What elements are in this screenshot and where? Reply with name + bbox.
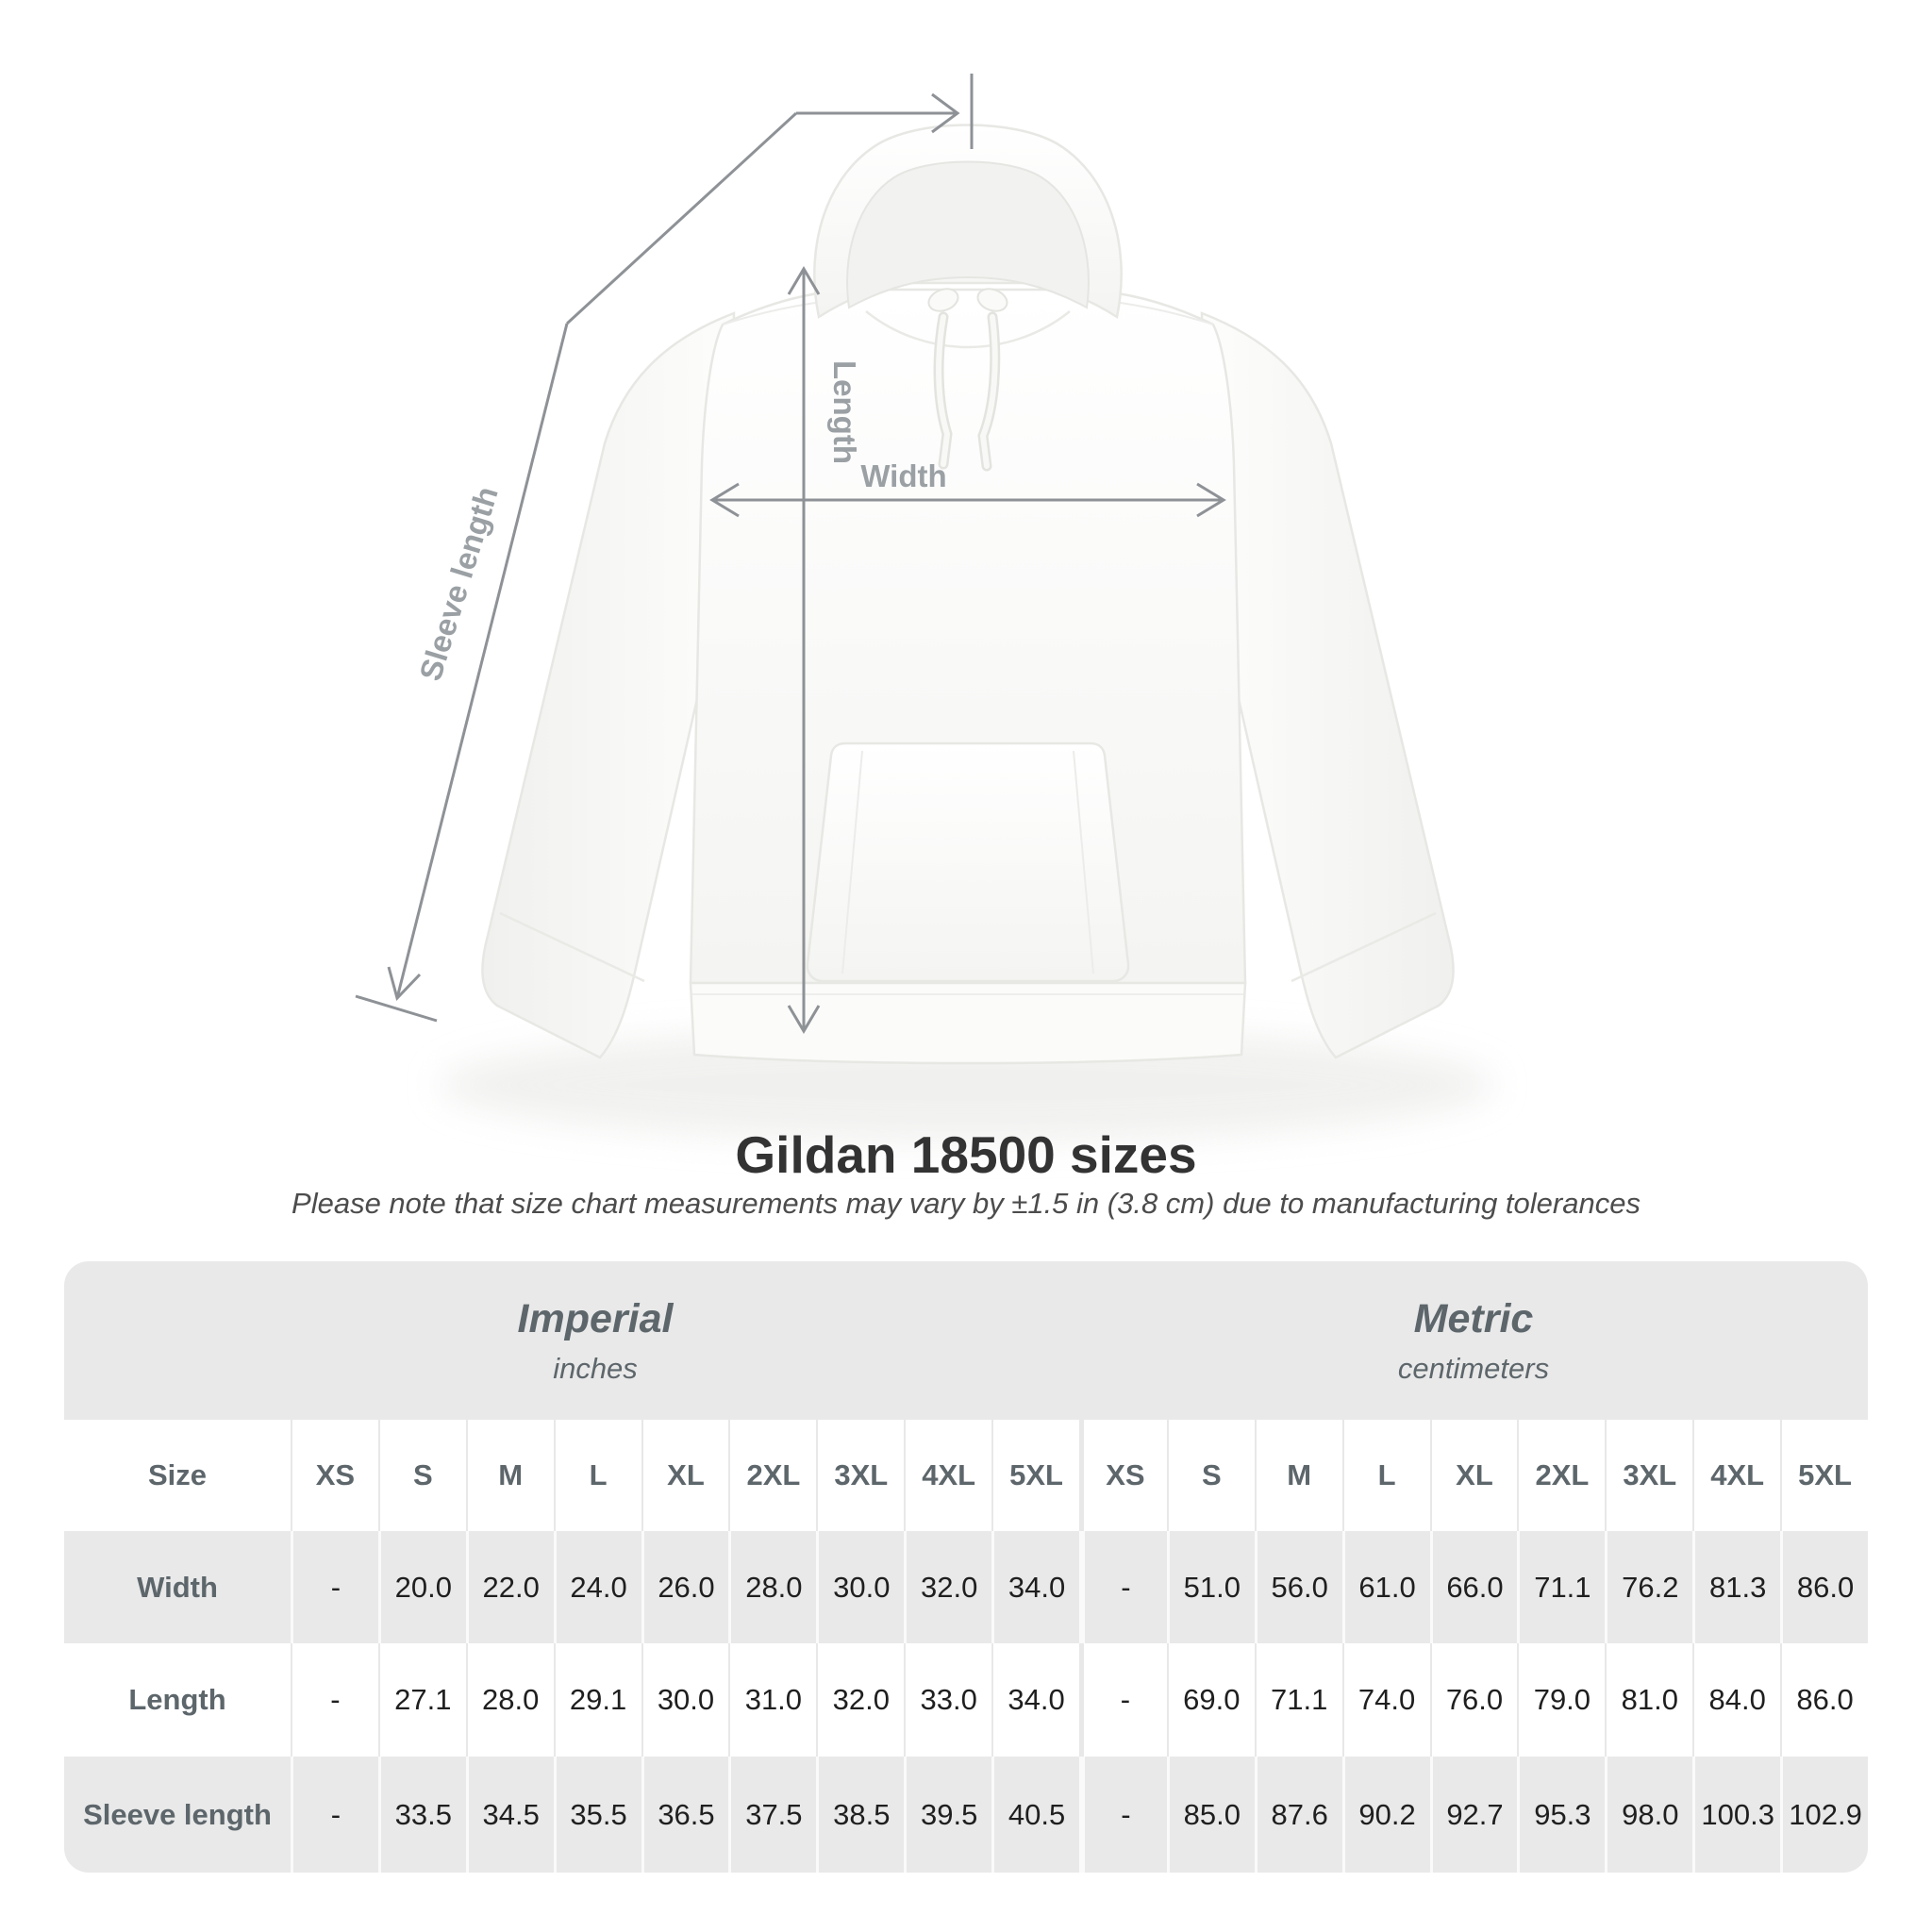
table-cell: 69.0 xyxy=(1166,1643,1255,1757)
width-dimension-label: Width xyxy=(860,458,946,493)
table-cell: 76.0 xyxy=(1429,1643,1518,1757)
table-cell: 33.0 xyxy=(904,1643,992,1757)
table-cell: - xyxy=(1078,1643,1167,1757)
table-cell: 76.2 xyxy=(1605,1531,1693,1643)
size-col-header: XL xyxy=(1429,1420,1518,1531)
size-col-header: 3XL xyxy=(816,1420,905,1531)
row-label: Sleeve length xyxy=(64,1757,291,1873)
size-header: Size xyxy=(64,1420,291,1531)
size-col-header: XL xyxy=(641,1420,729,1531)
table-cell: - xyxy=(291,1757,378,1873)
table-cell: - xyxy=(1078,1757,1167,1873)
page-title: Gildan 18500 sizes xyxy=(735,1125,1197,1184)
table-cell: 86.0 xyxy=(1780,1531,1868,1643)
table-cell: 37.5 xyxy=(728,1757,817,1873)
section-unit: centimeters xyxy=(1397,1351,1550,1385)
table-cell: 74.0 xyxy=(1341,1643,1430,1757)
kangaroo-pocket xyxy=(806,741,1130,983)
table-cell: 56.0 xyxy=(1254,1531,1342,1643)
size-col-header: 3XL xyxy=(1605,1420,1693,1531)
size-col-header: M xyxy=(1254,1420,1342,1531)
table-cell: 79.0 xyxy=(1517,1643,1606,1757)
table-cell: 39.5 xyxy=(904,1757,992,1873)
table-cell: 100.3 xyxy=(1692,1757,1781,1873)
size-col-header: 5XL xyxy=(991,1420,1079,1531)
row-label: Length xyxy=(64,1643,291,1757)
table-cell: 85.0 xyxy=(1166,1757,1255,1873)
table-cell: 40.5 xyxy=(991,1757,1079,1873)
table-cell: 32.0 xyxy=(816,1643,905,1757)
table-cell: 51.0 xyxy=(1166,1531,1255,1643)
table-cell: 30.0 xyxy=(641,1643,729,1757)
table-cell: 92.7 xyxy=(1429,1757,1518,1873)
size-col-header: 5XL xyxy=(1780,1420,1868,1531)
size-col-header: M xyxy=(465,1420,554,1531)
size-table: Imperial inches Metric centimeters Size … xyxy=(64,1261,1868,1873)
size-diagram: Length Width Sleeve length xyxy=(355,74,1495,1141)
section-unit: inches xyxy=(553,1351,638,1385)
size-col-header: S xyxy=(377,1420,466,1531)
table-cell: - xyxy=(291,1531,378,1643)
table-cell: 34.5 xyxy=(465,1757,554,1873)
section-title: Metric xyxy=(1413,1295,1534,1341)
size-col-header: 2XL xyxy=(1517,1420,1606,1531)
size-col-header: 4XL xyxy=(1692,1420,1781,1531)
section-header-imperial: Imperial inches xyxy=(64,1261,1079,1420)
table-cell: - xyxy=(291,1643,378,1757)
row-label: Width xyxy=(64,1531,291,1643)
table-cell: 66.0 xyxy=(1429,1531,1518,1643)
dimension-lines xyxy=(355,74,1226,1034)
size-col-header: XS xyxy=(291,1420,378,1531)
hood-opening xyxy=(846,160,1090,309)
hoodie-left-sleeve xyxy=(481,311,736,1059)
table-cell: 30.0 xyxy=(816,1531,905,1643)
table-cell: 90.2 xyxy=(1341,1757,1430,1873)
length-dimension-label: Length xyxy=(827,360,862,464)
table-cell: 24.0 xyxy=(553,1531,641,1643)
table-cell: 84.0 xyxy=(1692,1643,1781,1757)
table-cell: 31.0 xyxy=(728,1643,817,1757)
section-header-metric: Metric centimeters xyxy=(1078,1261,1868,1420)
table-cell: 87.6 xyxy=(1254,1757,1342,1873)
table-cell: 61.0 xyxy=(1341,1531,1430,1643)
table-cell: 34.0 xyxy=(991,1531,1079,1643)
size-col-header: XS xyxy=(1078,1420,1167,1531)
hoodie-right-sleeve xyxy=(1200,311,1455,1059)
section-title: Imperial xyxy=(517,1295,674,1341)
table-cell: 98.0 xyxy=(1605,1757,1693,1873)
table-cell: - xyxy=(1078,1531,1167,1643)
table-cell: 71.1 xyxy=(1517,1531,1606,1643)
size-col-header: 2XL xyxy=(728,1420,817,1531)
table-cell: 32.0 xyxy=(904,1531,992,1643)
table-cell: 28.0 xyxy=(728,1531,817,1643)
table-cell: 28.0 xyxy=(465,1643,554,1757)
table-cell: 22.0 xyxy=(465,1531,554,1643)
sleeve-dimension-label: Sleeve length xyxy=(412,483,505,685)
table-cell: 26.0 xyxy=(641,1531,729,1643)
size-col-header: S xyxy=(1166,1420,1255,1531)
table-cell: 81.3 xyxy=(1692,1531,1781,1643)
size-col-header: L xyxy=(1341,1420,1430,1531)
hood-drawstrings xyxy=(927,288,1008,472)
table-cell: 95.3 xyxy=(1517,1757,1606,1873)
table-cell: 81.0 xyxy=(1605,1643,1693,1757)
table-cell: 35.5 xyxy=(553,1757,641,1873)
table-cell: 27.1 xyxy=(377,1643,466,1757)
table-cell: 20.0 xyxy=(377,1531,466,1643)
table-cell: 71.1 xyxy=(1254,1643,1342,1757)
table-cell: 86.0 xyxy=(1780,1643,1868,1757)
hoodie-illustration xyxy=(439,124,1495,1141)
hoodie-waistband xyxy=(689,981,1247,1065)
table-cell: 36.5 xyxy=(641,1757,729,1873)
table-cell: 29.1 xyxy=(553,1643,641,1757)
tolerance-note: Please note that size chart measurements… xyxy=(291,1187,1641,1220)
table-cell: 38.5 xyxy=(816,1757,905,1873)
table-cell: 102.9 xyxy=(1780,1757,1868,1873)
size-col-header: L xyxy=(553,1420,641,1531)
size-col-header: 4XL xyxy=(904,1420,992,1531)
table-cell: 34.0 xyxy=(991,1643,1079,1757)
table-cell: 33.5 xyxy=(377,1757,466,1873)
